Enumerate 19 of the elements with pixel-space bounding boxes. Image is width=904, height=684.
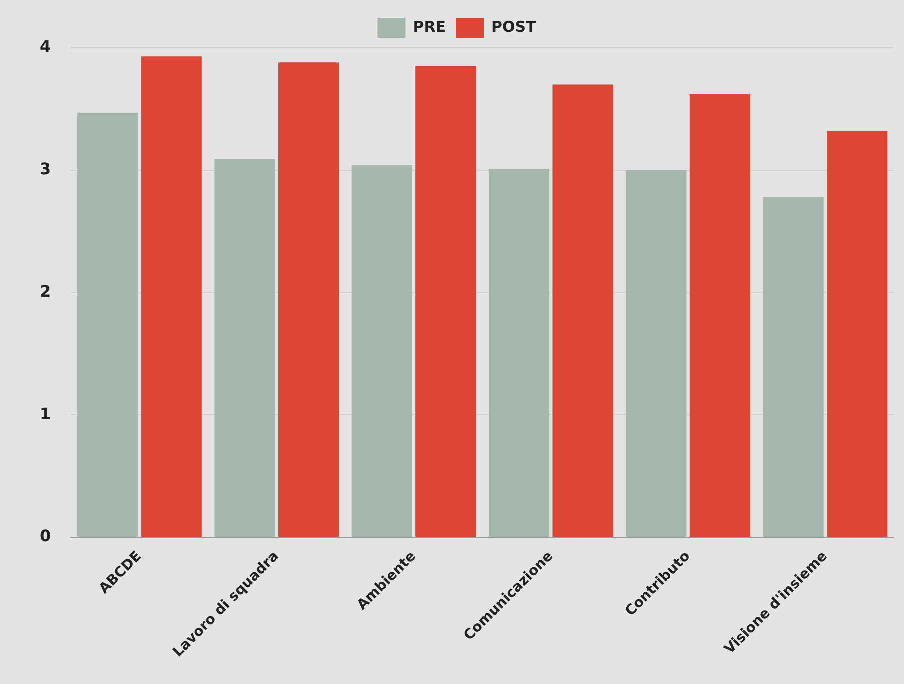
bar — [626, 170, 687, 537]
bar — [141, 56, 202, 537]
bar — [827, 131, 888, 537]
y-tick-label: 2 — [40, 282, 52, 301]
bar — [214, 159, 276, 537]
y-tick-label: 1 — [40, 404, 52, 424]
bar — [352, 165, 412, 537]
bar — [416, 66, 476, 537]
bar — [278, 62, 340, 537]
legend-label: POST — [492, 18, 538, 36]
bar — [488, 169, 550, 537]
bar — [78, 112, 138, 537]
legend-label: PRE — [413, 18, 446, 36]
bar — [763, 197, 824, 537]
y-tick-label: 3 — [40, 160, 52, 179]
bar — [552, 84, 614, 537]
y-tick-label: 0 — [40, 526, 52, 546]
bar — [690, 94, 750, 537]
y-tick-label: 4 — [40, 37, 52, 56]
